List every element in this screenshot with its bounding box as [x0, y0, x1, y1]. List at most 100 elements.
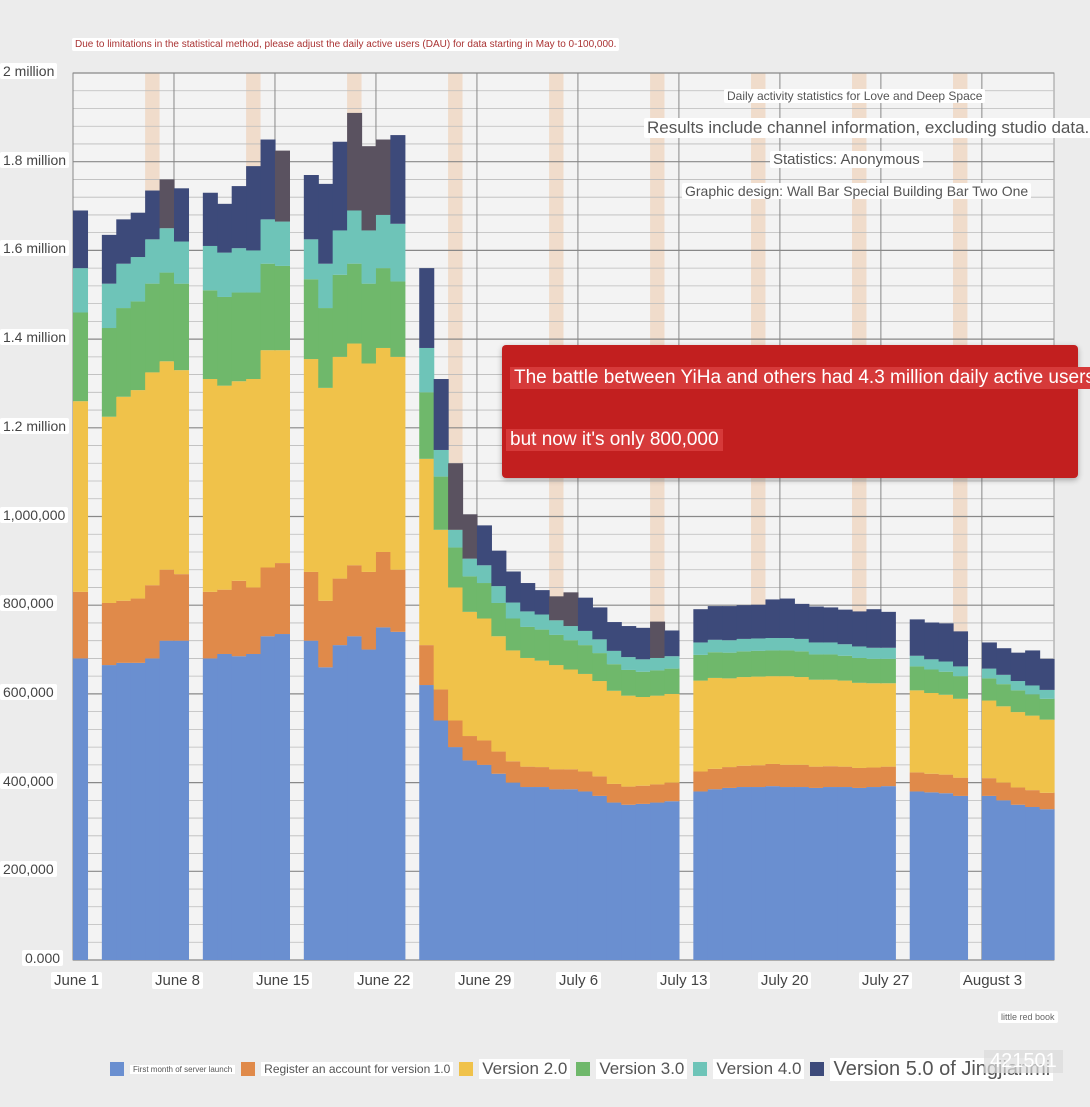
- x-tick-label: June 1: [51, 972, 103, 989]
- bar-segment: [159, 361, 175, 570]
- bar-segment: [390, 223, 406, 282]
- bar-segment: [476, 764, 492, 960]
- bar-segment: [549, 769, 565, 790]
- bar-segment: [549, 596, 565, 621]
- legend-item: Register an account for version 1.0: [241, 1062, 454, 1076]
- bar-segment: [274, 150, 290, 222]
- bar-segment: [173, 640, 190, 960]
- bar-segment: [318, 667, 334, 960]
- bar-segment: [736, 677, 752, 766]
- bar-segment: [520, 626, 536, 658]
- bar-segment: [953, 698, 969, 778]
- x-tick-label: July 13: [656, 972, 711, 989]
- bar-segment: [1039, 658, 1055, 690]
- bar-segment: [260, 350, 276, 568]
- bar-segment: [765, 786, 781, 960]
- bar-segment: [1025, 650, 1041, 686]
- bar-segment: [202, 658, 218, 960]
- bar-segment: [953, 631, 969, 667]
- bar-segment: [1010, 681, 1026, 691]
- bar-segment: [260, 636, 276, 960]
- bar-segment: [332, 645, 348, 960]
- bar-segment: [909, 666, 925, 691]
- bar-segment: [433, 529, 449, 690]
- bar-segment: [361, 283, 377, 364]
- bar-segment: [664, 630, 680, 657]
- legend-item: First month of server launch: [110, 1062, 236, 1076]
- bar-segment: [303, 359, 319, 572]
- bar-segment: [217, 385, 233, 590]
- bar-segment: [1039, 719, 1055, 793]
- bar-segment: [116, 662, 132, 960]
- bar-segment: [577, 645, 593, 674]
- bar-segment: [924, 792, 940, 960]
- bar-segment: [202, 379, 218, 592]
- bar-segment: [1039, 792, 1055, 810]
- bar-segment: [866, 658, 882, 684]
- y-tick-label: 1.8 million: [0, 151, 70, 168]
- bar-segment: [736, 651, 752, 678]
- bar-segment: [981, 678, 997, 701]
- bar-segment: [707, 652, 723, 678]
- bar-segment: [1025, 685, 1041, 695]
- bar-segment: [231, 656, 247, 960]
- bar-segment: [231, 580, 247, 657]
- bar-segment: [202, 290, 218, 380]
- bar-segment: [173, 241, 190, 284]
- y-tick-label: 1,000,000: [0, 506, 69, 523]
- bar-segment: [419, 392, 435, 459]
- bar-segment: [361, 571, 377, 650]
- bar-segment: [520, 766, 536, 788]
- bar-segment: [303, 279, 319, 360]
- chart-title: Daily activity statistics for Love and D…: [724, 89, 986, 103]
- bar-segment: [433, 379, 449, 450]
- bar-segment: [130, 598, 146, 663]
- bar-segment: [650, 621, 666, 658]
- bar-segment: [823, 679, 839, 767]
- bar-segment: [145, 190, 161, 240]
- bar-segment: [693, 642, 709, 655]
- bar-segment: [505, 650, 521, 762]
- bar-segment: [823, 607, 839, 643]
- bar-segment: [217, 203, 233, 253]
- y-tick-label: 1.2 million: [0, 417, 70, 434]
- bar-segment: [765, 599, 781, 639]
- bar-segment: [246, 250, 262, 293]
- x-tick-label: July 27: [858, 972, 913, 989]
- bar-segment: [707, 639, 723, 653]
- bar-segment: [318, 600, 334, 668]
- bar-segment: [722, 787, 738, 960]
- bar-segment: [650, 784, 666, 803]
- bar-segment: [549, 634, 565, 666]
- legend-swatch: [576, 1062, 591, 1076]
- bar-segment: [73, 268, 89, 313]
- bar-segment: [953, 676, 969, 699]
- bar-segment: [635, 785, 651, 804]
- bar-segment: [779, 787, 795, 960]
- bar-segment: [520, 611, 536, 627]
- bar-segment: [534, 629, 550, 661]
- bar-segment: [462, 576, 478, 612]
- bar-segment: [808, 787, 824, 960]
- bar-segment: [996, 674, 1012, 685]
- bar-segment: [332, 230, 348, 275]
- bar-segment: [476, 565, 492, 584]
- bar-segment: [563, 640, 579, 670]
- bar-segment: [318, 183, 334, 264]
- bar-segment: [101, 665, 117, 960]
- bar-segment: [707, 768, 723, 790]
- bar-segment: [260, 567, 276, 637]
- bar-segment: [880, 647, 896, 659]
- bar-segment: [592, 776, 608, 796]
- bar-segment: [318, 308, 334, 388]
- bar-segment: [448, 747, 464, 960]
- bar-segment: [549, 665, 565, 770]
- bar-segment: [577, 673, 593, 772]
- bar-segment: [448, 463, 464, 530]
- bar-segment: [722, 652, 738, 679]
- bar-segment: [779, 650, 795, 677]
- id-watermark: 421501: [984, 1050, 1063, 1073]
- bar-segment: [996, 706, 1012, 783]
- bar-segment: [981, 642, 997, 669]
- bar-segment: [707, 789, 723, 960]
